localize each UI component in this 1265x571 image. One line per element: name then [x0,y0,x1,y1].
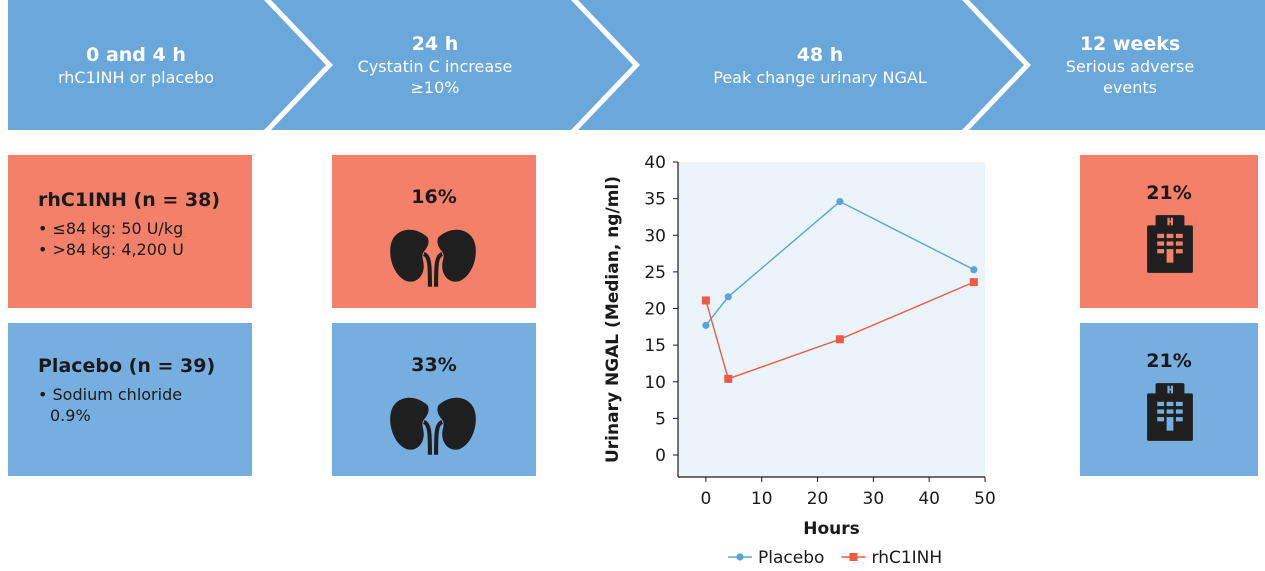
data-point-rhc1inh [835,335,844,344]
sae-treatment-percent: 21% [1146,182,1192,204]
x-tick-label: 10 [751,489,773,509]
x-axis-label: Hours [803,519,860,539]
y-tick-label: 10 [644,373,666,393]
data-point-rhc1inh [701,296,710,305]
chevron-step-1 [8,0,326,130]
sae-placebo-percent: 21% [1146,350,1192,372]
sae-placebo-box: 21% [1080,323,1258,476]
hospital-icon [1142,381,1198,443]
data-point-placebo [702,321,710,329]
step-time: 48 h [796,43,844,66]
arm-dosing-list: • ≤84 kg: 50 U/kg • >84 kg: 4,200 U [38,218,252,260]
step-time: 24 h [411,33,459,55]
x-tick-label: 0 [700,489,711,509]
cystatin-treatment-box: 16% [332,155,536,308]
series-line-placebo [705,200,975,326]
chevron-step-2 [271,0,633,130]
cystatin-treatment-percent: 16% [411,186,457,208]
chevron-step-3 [578,0,1024,130]
data-point-placebo [970,266,978,274]
arm-dosing-list: • Sodium chloride 0.9% [38,384,222,426]
timeline-banner [8,0,1265,130]
y-tick-label: 30 [644,226,666,246]
x-tick-label: 50 [974,489,996,509]
legend-marker-rhc1inh [849,553,858,561]
arm-dosing-item: • ≤84 kg: 50 U/kg [38,219,184,238]
y-tick-label: 15 [644,336,666,356]
treatment-arm-box: rhC1INH (n = 38) • ≤84 kg: 50 U/kg • >84… [8,155,252,308]
ngal-line-chart: 0 5 10 15 20 25 30 35 40 0 10 20 30 40 50 Urinary NGAL… [603,153,996,568]
step-desc: Serious adverse events [1065,57,1195,97]
legend-label-rhc1inh: rhC1INH [872,548,943,568]
step-time: 0 and 4 h [86,43,186,66]
data-point-rhc1inh [724,374,733,383]
step-desc: Peak change urinary NGAL [713,67,927,87]
kidney-icon [389,223,477,287]
y-tick-label: 25 [644,263,666,283]
timeline-step-4: 12 weeks Serious adverse events [1060,0,1200,130]
arm-dosing-item: • >84 kg: 4,200 U [38,240,184,259]
step-desc: Cystatin C increase ≥10% [357,57,513,97]
chevron-step-4 [969,0,1265,130]
kidney-icon [389,391,477,455]
legend-label-placebo: Placebo [758,548,824,568]
timeline-step-3: 48 h Peak change urinary NGAL [660,0,980,130]
data-point-rhc1inh [969,278,978,287]
y-axis-label: Urinary NGAL (Median, ng/ml) [603,176,623,463]
y-tick-label: 5 [655,409,666,429]
y-tick-label: 35 [644,190,666,210]
data-point-placebo [836,197,844,206]
arm-dosing-item: • Sodium chloride 0.9% [38,385,183,425]
arm-title: Placebo (n = 39) [38,355,216,377]
arm-title: rhC1INH (n = 38) [38,189,221,211]
timeline-step-1: 0 and 4 h rhC1INH or placebo [8,0,264,130]
y-tick-label: 20 [644,300,666,320]
y-tick-label: 40 [644,153,666,173]
chart-legend: Placebo rhC1INH [728,548,942,568]
timeline-step-2: 24 h Cystatin C increase ≥10% [335,0,535,130]
x-tick-label: 20 [807,489,829,509]
legend-marker-placebo [736,553,744,561]
hospital-icon [1142,213,1198,275]
data-point-placebo [724,293,732,301]
step-time: 12 weeks [1079,33,1181,55]
sae-treatment-box: 21% [1080,155,1258,308]
placebo-arm-box: Placebo (n = 39) • Sodium chloride 0.9% [8,323,252,476]
cystatin-placebo-percent: 33% [411,354,457,376]
cystatin-placebo-box: 33% [332,323,536,476]
plot-area [678,162,985,477]
y-tick-label: 0 [655,446,666,466]
series-line-rhc1inh [705,281,975,380]
x-tick-label: 40 [918,489,940,509]
step-desc: rhC1INH or placebo [57,67,215,87]
x-tick-label: 30 [863,489,885,509]
